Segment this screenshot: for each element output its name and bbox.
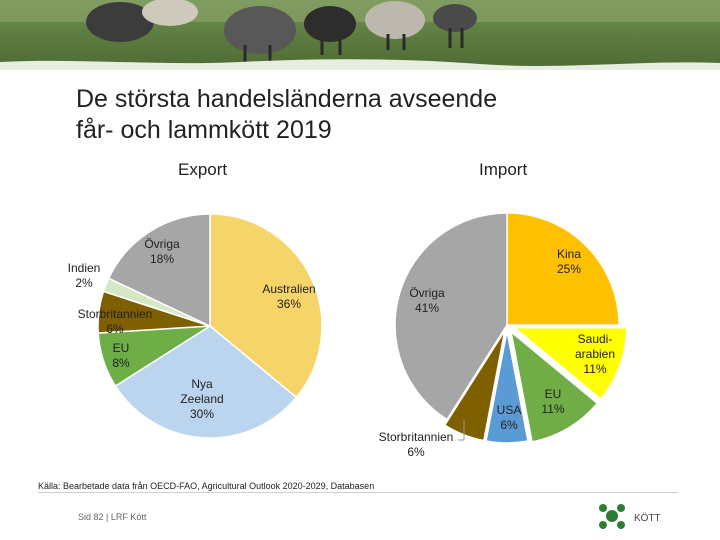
import-slice-6 — [394, 212, 508, 421]
import-chart-title: Import — [479, 160, 528, 179]
export-slice-6 — [107, 213, 211, 328]
import-label-3: EU 11% — [541, 387, 564, 416]
export-label-1: Australien 36% — [262, 282, 315, 311]
import-slice-4 — [485, 330, 529, 444]
import-slice-3 — [509, 329, 599, 443]
export-label-3: EU 8% — [112, 341, 130, 370]
slide-title-line-2: får- och lammkött 2019 — [76, 116, 332, 144]
import-label-6: Övriga 41% — [409, 286, 445, 315]
export-label-2: Nya Zeeland 30% — [180, 377, 223, 421]
import-label-2: Saudi-arabien 11% — [575, 332, 615, 376]
sheep-banner-image — [0, 0, 720, 70]
pie-labels: Australien 36% Nya Zeeland 30% EU 8% Storbritan… — [68, 237, 615, 459]
footer-text: Sid 82 | LRF Kött — [78, 512, 147, 522]
export-label-6: Övriga 18% — [144, 237, 180, 266]
import-slice-2 — [512, 326, 628, 401]
export-slice-1 — [209, 213, 323, 399]
import-label-5: Storbritannien 6% — [379, 430, 454, 459]
slide-title: De största handelsländerna avseende får-… — [76, 84, 636, 146]
export-chart-title: Export — [178, 160, 228, 179]
footer-divider — [38, 492, 678, 493]
import-label-1: Kina 25% — [557, 247, 581, 276]
import-label-4: USA 6% — [497, 403, 522, 432]
export-label-4: Storbritannien 6% — [78, 307, 153, 336]
export-slice-2 — [114, 325, 298, 439]
export-label-5: Indien 2% — [68, 261, 101, 290]
slide-title-line-1: De största handelsländerna avseende — [76, 85, 498, 113]
import-slice-1 — [506, 212, 620, 326]
logo-text: KÖTT — [634, 512, 661, 524]
source-note: Källa: Bearbetade data från OECD-FAO, Ag… — [38, 481, 375, 491]
export-pie — [97, 213, 323, 439]
import-leader-line — [458, 420, 465, 441]
lrf-kott-logo: KÖTT — [599, 504, 661, 529]
import-pie — [394, 212, 628, 444]
